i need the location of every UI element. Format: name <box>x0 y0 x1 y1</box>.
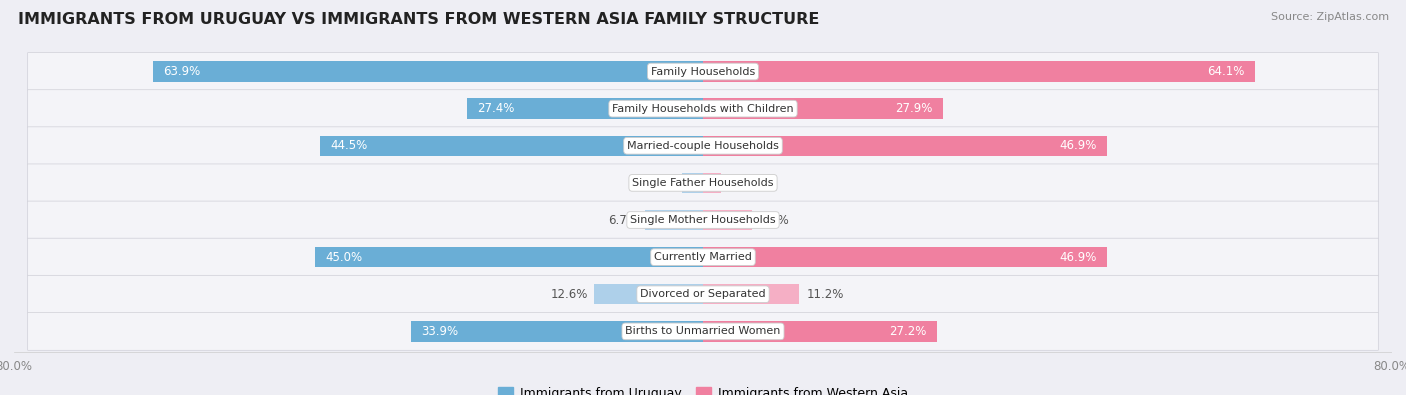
Text: Family Households: Family Households <box>651 66 755 77</box>
Text: 12.6%: 12.6% <box>550 288 588 301</box>
Bar <box>703 61 1256 82</box>
Text: Single Mother Households: Single Mother Households <box>630 215 776 225</box>
Text: Married-couple Households: Married-couple Households <box>627 141 779 151</box>
Bar <box>703 135 1107 156</box>
FancyBboxPatch shape <box>28 164 1378 202</box>
Text: 27.2%: 27.2% <box>890 325 927 338</box>
Text: Single Father Households: Single Father Households <box>633 178 773 188</box>
Text: 2.4%: 2.4% <box>645 177 675 189</box>
Text: 6.7%: 6.7% <box>609 214 638 226</box>
Bar <box>595 284 703 305</box>
Text: 46.9%: 46.9% <box>1059 251 1097 263</box>
Legend: Immigrants from Uruguay, Immigrants from Western Asia: Immigrants from Uruguay, Immigrants from… <box>494 382 912 395</box>
Text: Divorced or Separated: Divorced or Separated <box>640 289 766 299</box>
Text: Currently Married: Currently Married <box>654 252 752 262</box>
Text: 46.9%: 46.9% <box>1059 139 1097 152</box>
Bar <box>319 135 703 156</box>
Text: Births to Unmarried Women: Births to Unmarried Women <box>626 326 780 337</box>
FancyBboxPatch shape <box>28 312 1378 350</box>
Bar <box>703 247 1107 267</box>
Bar <box>467 98 703 119</box>
Bar <box>645 210 703 230</box>
Text: 44.5%: 44.5% <box>330 139 367 152</box>
Text: 5.7%: 5.7% <box>759 214 789 226</box>
Bar <box>703 321 938 342</box>
Text: IMMIGRANTS FROM URUGUAY VS IMMIGRANTS FROM WESTERN ASIA FAMILY STRUCTURE: IMMIGRANTS FROM URUGUAY VS IMMIGRANTS FR… <box>18 12 820 27</box>
Text: 63.9%: 63.9% <box>163 65 200 78</box>
FancyBboxPatch shape <box>28 53 1378 90</box>
Bar <box>703 210 752 230</box>
Bar <box>153 61 703 82</box>
Bar <box>411 321 703 342</box>
Bar <box>682 173 703 193</box>
Text: 64.1%: 64.1% <box>1208 65 1244 78</box>
FancyBboxPatch shape <box>28 201 1378 239</box>
FancyBboxPatch shape <box>28 127 1378 165</box>
Bar <box>315 247 703 267</box>
Text: 33.9%: 33.9% <box>422 325 458 338</box>
Bar <box>703 284 800 305</box>
FancyBboxPatch shape <box>28 275 1378 313</box>
Text: Family Households with Children: Family Households with Children <box>612 103 794 114</box>
Text: 27.9%: 27.9% <box>896 102 934 115</box>
Text: 2.1%: 2.1% <box>728 177 758 189</box>
Text: 27.4%: 27.4% <box>478 102 515 115</box>
Bar <box>703 173 721 193</box>
Text: 11.2%: 11.2% <box>807 288 844 301</box>
Text: 45.0%: 45.0% <box>326 251 363 263</box>
Bar <box>703 98 943 119</box>
Text: Source: ZipAtlas.com: Source: ZipAtlas.com <box>1271 12 1389 22</box>
FancyBboxPatch shape <box>28 90 1378 128</box>
FancyBboxPatch shape <box>28 238 1378 276</box>
